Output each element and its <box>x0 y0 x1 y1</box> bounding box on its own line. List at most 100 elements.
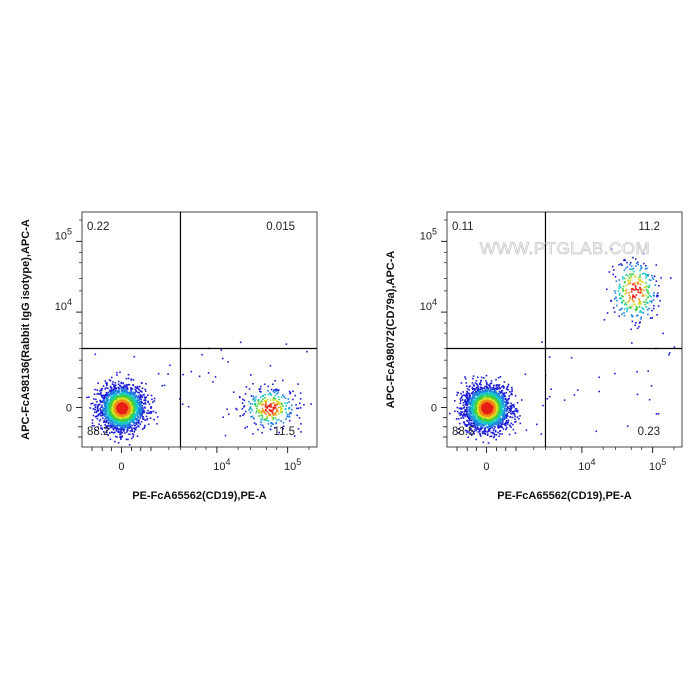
event-dot <box>461 415 464 418</box>
event-dot <box>113 423 115 425</box>
event-dot <box>503 385 505 388</box>
event-dot <box>477 431 480 433</box>
event-dot <box>232 391 235 393</box>
event-dot <box>463 421 465 423</box>
event-dot <box>501 389 503 392</box>
event-dot <box>478 412 480 415</box>
event-dot <box>514 395 517 397</box>
event-dot <box>483 394 485 396</box>
event-dot <box>264 418 266 420</box>
event-dot <box>621 302 623 304</box>
event-dot <box>138 405 141 407</box>
event-dot <box>485 422 488 425</box>
event-dot <box>108 421 111 424</box>
event-dot <box>509 410 512 413</box>
event-dot <box>516 402 519 404</box>
event-dot <box>466 414 468 417</box>
event-dot <box>118 404 120 407</box>
event-dot <box>144 419 146 421</box>
event-dot <box>129 423 132 426</box>
event-dot <box>97 414 99 417</box>
event-dot <box>491 431 494 434</box>
event-dot <box>463 394 466 397</box>
event-dot <box>96 410 98 412</box>
event-dot <box>480 425 483 427</box>
event-dot <box>112 381 114 383</box>
event-dot <box>649 279 652 282</box>
event-dot <box>490 431 493 434</box>
event-dot <box>105 407 107 410</box>
event-dot <box>506 423 509 425</box>
event-dot <box>648 307 650 310</box>
event-dot <box>288 416 290 418</box>
event-dot <box>278 402 281 404</box>
event-dot <box>541 341 543 343</box>
event-dot <box>126 385 128 387</box>
event-dot <box>286 413 289 416</box>
event-dot <box>114 440 116 443</box>
event-dot <box>270 425 272 427</box>
event-dot <box>261 414 263 417</box>
event-dot <box>266 407 268 409</box>
event-dot <box>469 398 472 400</box>
event-dot <box>472 375 475 377</box>
event-dot <box>274 380 276 382</box>
event-dot <box>472 418 475 421</box>
event-dot <box>123 414 125 417</box>
event-dot <box>490 426 492 429</box>
event-dot <box>291 408 293 411</box>
event-dot <box>495 392 498 394</box>
event-dot <box>133 424 136 427</box>
event-dot <box>467 424 469 426</box>
event-dot <box>506 406 509 408</box>
event-dot <box>156 423 158 425</box>
event-dot <box>133 408 135 411</box>
event-dot <box>248 409 250 411</box>
event-dot <box>236 408 238 411</box>
event-dot <box>270 394 272 396</box>
event-dot <box>127 426 130 429</box>
event-dot <box>623 314 626 317</box>
event-dot <box>133 417 135 420</box>
event-dot <box>250 374 252 376</box>
event-dot <box>221 357 224 360</box>
event-dot <box>111 398 114 401</box>
event-dot <box>120 397 123 399</box>
event-dot <box>90 403 92 405</box>
event-dot <box>111 421 114 423</box>
event-dot <box>281 407 283 410</box>
event-dot <box>132 423 135 425</box>
event-dot <box>635 322 637 324</box>
event-dot <box>641 288 643 290</box>
event-dot <box>653 275 656 277</box>
event-dot <box>109 412 112 414</box>
event-dot <box>276 389 279 391</box>
event-dot <box>503 411 505 414</box>
event-dot <box>501 386 503 388</box>
event-dot <box>278 406 280 409</box>
event-dot <box>259 410 261 412</box>
event-dot <box>499 387 501 390</box>
event-dot <box>97 382 99 384</box>
event-dot <box>299 407 302 409</box>
event-dot <box>487 387 490 389</box>
event-dot <box>243 405 246 407</box>
event-dot <box>489 385 491 388</box>
event-dot <box>494 397 496 400</box>
event-dot <box>106 394 109 396</box>
event-dot <box>495 387 498 389</box>
event-dot <box>475 402 477 404</box>
event-dot <box>139 390 141 392</box>
event-dot <box>102 385 105 387</box>
event-dot <box>511 407 513 409</box>
event-dot <box>476 422 479 425</box>
event-dot <box>496 420 499 422</box>
event-dot <box>98 403 100 406</box>
event-dot <box>136 412 138 414</box>
event-dot <box>501 395 503 398</box>
event-dot <box>636 370 638 373</box>
event-dot <box>473 422 475 424</box>
event-dot <box>625 291 628 294</box>
event-dot <box>508 411 510 413</box>
event-dot <box>499 391 502 393</box>
